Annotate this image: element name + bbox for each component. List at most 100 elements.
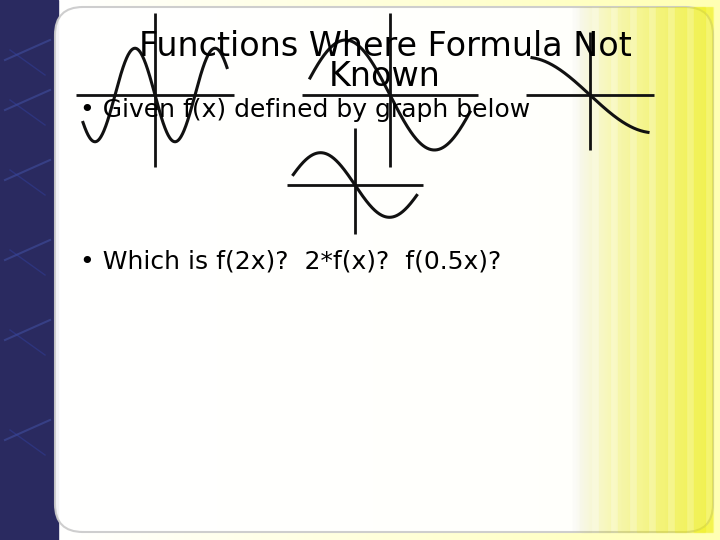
Bar (634, 7, 636, 532)
Bar (690, 7, 691, 532)
Bar (696, 7, 698, 532)
Bar (31, 0, 35, 540)
Bar (156, 0, 159, 540)
Bar (597, 7, 598, 532)
Bar (41, 0, 44, 540)
Bar (672, 7, 673, 532)
Bar (127, 0, 130, 540)
Bar (708, 7, 709, 532)
Bar (441, 0, 445, 540)
Bar (207, 0, 210, 540)
Bar (665, 0, 668, 540)
Bar (708, 0, 711, 540)
Bar (470, 0, 474, 540)
Bar (346, 0, 349, 540)
Bar (649, 7, 650, 532)
Bar (593, 7, 594, 532)
Bar (521, 0, 524, 540)
Bar (595, 7, 597, 532)
Bar (630, 7, 631, 532)
Bar (168, 0, 171, 540)
Bar (180, 0, 184, 540)
Bar (589, 7, 590, 532)
Bar (446, 0, 450, 540)
Bar (135, 0, 138, 540)
Bar (516, 0, 519, 540)
Bar (418, 0, 421, 540)
Bar (96, 0, 99, 540)
Bar (636, 0, 639, 540)
Bar (642, 7, 644, 532)
Bar (667, 7, 668, 532)
Bar (647, 7, 649, 532)
Bar (310, 0, 313, 540)
Bar (189, 0, 193, 540)
Bar (480, 0, 483, 540)
Bar (590, 7, 591, 532)
Bar (618, 7, 619, 532)
Bar (654, 7, 655, 532)
Bar (437, 0, 440, 540)
Bar (698, 0, 702, 540)
Bar (161, 0, 164, 540)
Bar (693, 7, 694, 532)
Bar (643, 0, 647, 540)
Bar (669, 7, 670, 532)
Bar (605, 7, 607, 532)
Bar (250, 0, 253, 540)
Bar (106, 0, 109, 540)
Bar (612, 0, 616, 540)
Bar (683, 7, 685, 532)
Bar (24, 0, 27, 540)
Bar (343, 0, 346, 540)
Bar (547, 0, 551, 540)
Bar (502, 0, 505, 540)
Bar (351, 0, 354, 540)
Bar (538, 0, 541, 540)
Bar (401, 0, 404, 540)
Bar (584, 7, 586, 532)
Bar (120, 0, 123, 540)
Bar (545, 0, 548, 540)
Bar (667, 0, 670, 540)
Bar (281, 0, 284, 540)
Bar (0, 0, 4, 540)
Bar (675, 7, 676, 532)
Bar (495, 0, 498, 540)
Bar (670, 0, 673, 540)
Bar (221, 0, 224, 540)
Bar (194, 0, 198, 540)
Bar (698, 7, 700, 532)
Bar (456, 0, 459, 540)
Bar (605, 0, 608, 540)
Bar (187, 0, 191, 540)
Bar (182, 0, 186, 540)
FancyBboxPatch shape (55, 7, 713, 532)
Bar (648, 0, 652, 540)
Bar (639, 7, 641, 532)
Bar (578, 0, 582, 540)
Bar (707, 7, 708, 532)
Bar (65, 0, 68, 540)
Bar (312, 0, 315, 540)
Bar (572, 7, 573, 532)
Bar (598, 7, 599, 532)
Bar (559, 0, 562, 540)
Bar (43, 0, 47, 540)
Bar (718, 0, 720, 540)
Bar (598, 0, 601, 540)
Bar (708, 7, 710, 532)
Bar (146, 0, 150, 540)
Bar (695, 7, 696, 532)
Bar (592, 7, 593, 532)
Bar (341, 0, 344, 540)
Bar (542, 0, 546, 540)
Bar (230, 0, 234, 540)
Bar (367, 0, 371, 540)
Bar (99, 0, 102, 540)
Bar (700, 7, 702, 532)
Bar (477, 0, 481, 540)
Bar (413, 0, 416, 540)
Bar (664, 7, 665, 532)
Bar (651, 7, 652, 532)
